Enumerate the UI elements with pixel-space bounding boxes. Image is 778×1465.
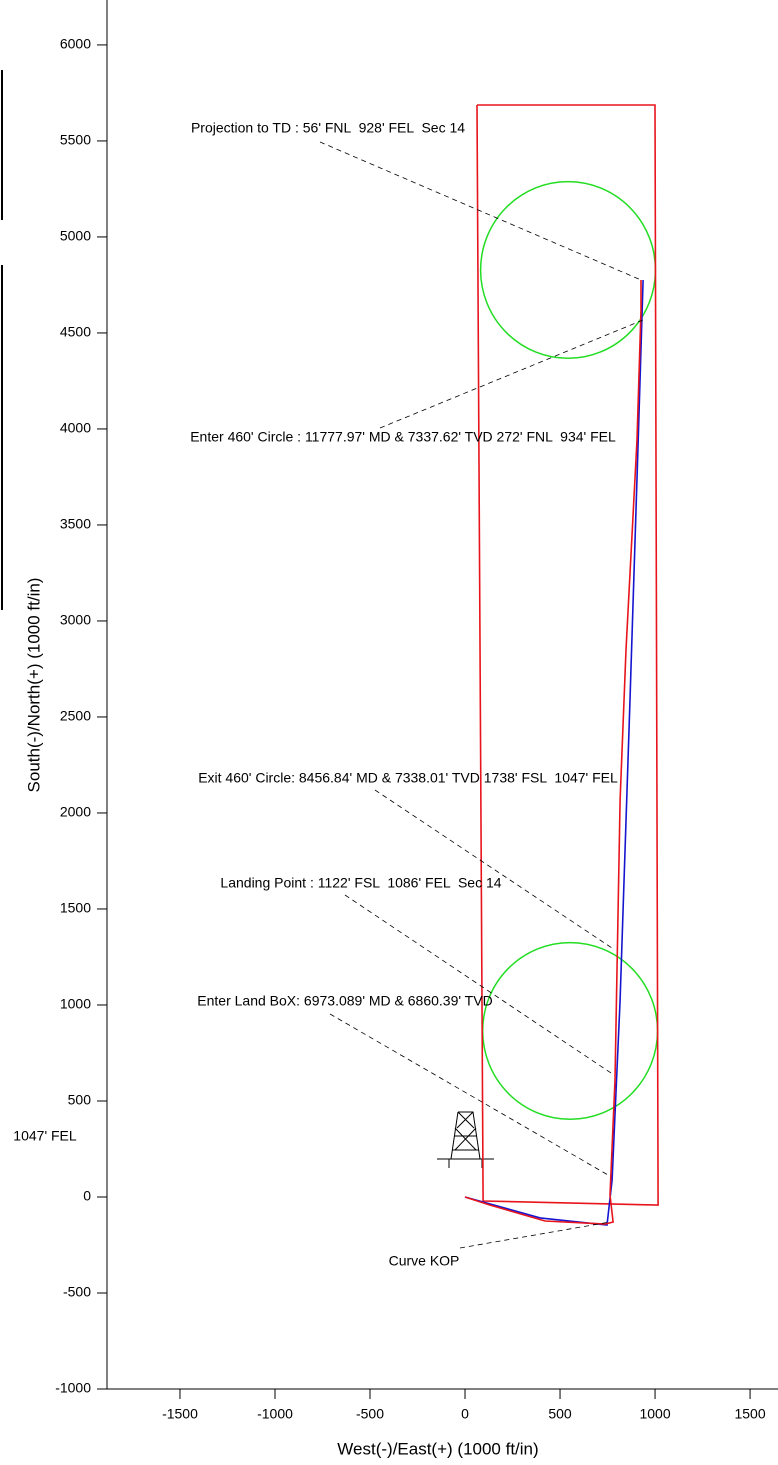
y-tick-label: 2500 <box>60 708 91 724</box>
y-axis-label: South(-)/North(+) (1000 ft/in) <box>24 578 43 793</box>
x-axis-label: West(-)/East(+) (1000 ft/in) <box>337 1439 538 1458</box>
x-tick-label: 0 <box>461 1406 469 1422</box>
well-path <box>464 279 644 1226</box>
y-tick-label: 5500 <box>60 132 91 148</box>
x-tick-label: 1500 <box>734 1406 765 1422</box>
leader-line <box>459 1221 611 1249</box>
target-circle <box>479 180 657 360</box>
annotation: Landing Point : 1122' FSL 1086' FEL Sec … <box>220 875 501 891</box>
annotation: Exit 460' Circle: 8456.84' MD & 7338.01'… <box>198 770 618 786</box>
annotation: Enter 460' Circle : 11777.97' MD & 7337.… <box>190 429 616 445</box>
target-circle <box>481 941 659 1120</box>
x-tick-label: 1000 <box>639 1406 670 1422</box>
x-tick-label: -500 <box>356 1406 384 1422</box>
y-tick-label: 1500 <box>60 900 91 916</box>
y-tick-label: 3500 <box>60 516 91 532</box>
y-tick-label: -1000 <box>55 1380 91 1396</box>
leader-line <box>319 141 642 281</box>
leader-line <box>379 319 644 429</box>
well-path <box>476 104 659 1206</box>
x-tick-label: -1500 <box>162 1406 198 1422</box>
y-tick-label: 0 <box>83 1188 91 1204</box>
y-tick-label: -500 <box>63 1284 91 1300</box>
y-tick-label: 6000 <box>60 36 91 52</box>
annotation: Enter Land BoX: 6973.089' MD & 6860.39' … <box>197 993 492 1009</box>
y-tick-label: 5000 <box>60 228 91 244</box>
well-path <box>464 280 642 1225</box>
rig-icon <box>437 1111 494 1168</box>
annotation: Curve KOP <box>389 1253 460 1269</box>
x-tick-label: 500 <box>548 1406 572 1422</box>
y-tick-label: 2000 <box>60 804 91 820</box>
x-tick-label: -1000 <box>257 1406 293 1422</box>
y-tick-label: 4000 <box>60 420 91 436</box>
annotation: Projection to TD : 56' FNL 928' FEL Sec … <box>191 120 465 136</box>
annotation: 1047' FEL <box>13 1128 77 1144</box>
leader-line <box>329 1013 609 1176</box>
y-tick-label: 1000 <box>60 996 91 1012</box>
y-tick-label: 3000 <box>60 612 91 628</box>
y-tick-label: 4500 <box>60 324 91 340</box>
leader-line <box>374 789 613 949</box>
y-tick-label: 500 <box>68 1092 92 1108</box>
